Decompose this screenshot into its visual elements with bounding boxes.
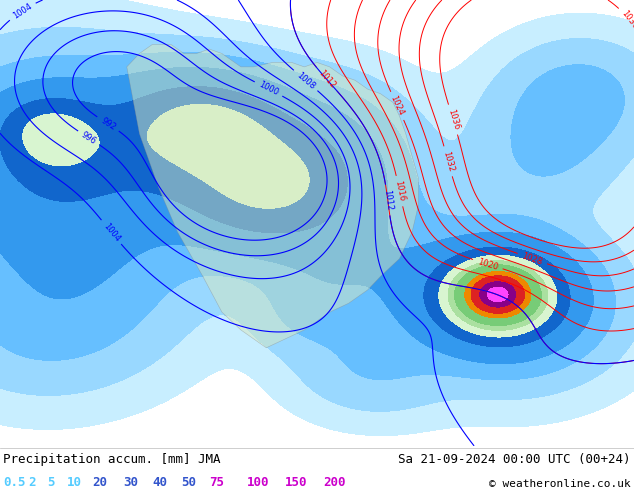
Text: 2: 2: [29, 476, 36, 489]
Text: 1000: 1000: [257, 80, 280, 98]
Text: 1012: 1012: [316, 69, 337, 90]
Text: 1024: 1024: [389, 95, 406, 117]
Polygon shape: [127, 45, 418, 348]
Text: 1016: 1016: [393, 180, 406, 202]
Text: 1004: 1004: [101, 221, 121, 243]
Text: 1036: 1036: [446, 108, 460, 131]
Text: 1036: 1036: [619, 9, 634, 31]
Text: 200: 200: [323, 476, 346, 489]
Text: 992: 992: [99, 116, 117, 132]
Text: Precipitation accum. [mm] JMA: Precipitation accum. [mm] JMA: [3, 453, 221, 466]
Text: 1012: 1012: [382, 189, 394, 211]
Text: 40: 40: [152, 476, 167, 489]
Text: 50: 50: [181, 476, 196, 489]
Text: 1004: 1004: [11, 1, 34, 21]
Text: 75: 75: [209, 476, 224, 489]
Text: 996: 996: [80, 130, 98, 146]
Text: 1008: 1008: [295, 70, 316, 91]
Text: 5: 5: [48, 476, 55, 489]
Text: 1032: 1032: [441, 150, 455, 172]
Text: 0.5: 0.5: [3, 476, 25, 489]
Text: 20: 20: [92, 476, 107, 489]
Text: 1028: 1028: [521, 251, 544, 267]
Text: 1020: 1020: [477, 257, 499, 271]
Text: 100: 100: [247, 476, 269, 489]
Text: 10: 10: [67, 476, 82, 489]
Text: Sa 21-09-2024 00:00 UTC (00+24): Sa 21-09-2024 00:00 UTC (00+24): [398, 453, 631, 466]
Text: 30: 30: [124, 476, 139, 489]
Text: © weatheronline.co.uk: © weatheronline.co.uk: [489, 479, 631, 489]
Text: 150: 150: [285, 476, 307, 489]
